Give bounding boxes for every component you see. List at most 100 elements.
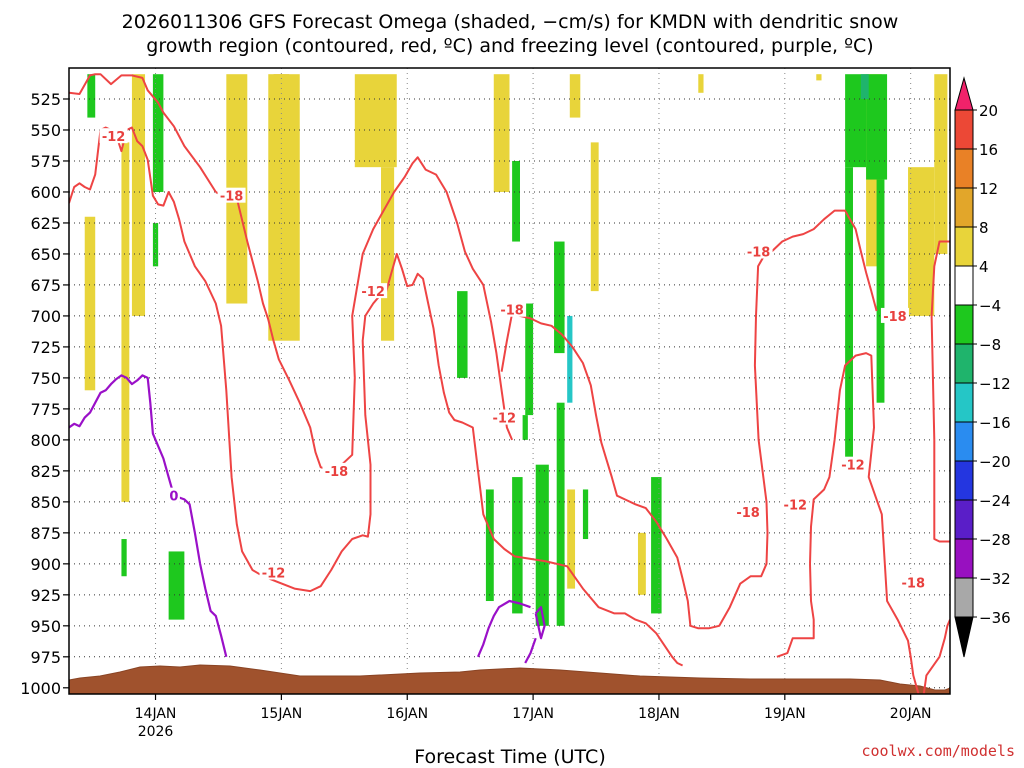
freezing-level-contour: [476, 599, 531, 658]
omega-shade-cell: [569, 74, 581, 118]
omega-shade-cell: [457, 291, 468, 378]
omega-shade-cell: [87, 74, 96, 118]
omega-shade-cell: [354, 74, 397, 168]
colorbar-label: −24: [979, 492, 1011, 510]
contour-label-bg: [259, 564, 288, 580]
omega-shade-cell: [525, 303, 534, 416]
time-tick-label: 17JAN: [512, 706, 554, 722]
contour-label-bg: [99, 128, 128, 144]
freezing-level-contour: [534, 606, 546, 640]
colorbar-label: 4: [979, 258, 989, 276]
contour-label: -12: [784, 498, 808, 513]
colorbar-label: −8: [979, 336, 1001, 354]
pressure-tick-label: 700: [30, 307, 61, 326]
contour-label: -18: [902, 576, 926, 591]
contour-label: -18: [220, 190, 244, 205]
omega-shade-cell: [84, 216, 96, 391]
colorbar-label: 16: [979, 141, 998, 159]
colorbar-label: 20: [979, 102, 998, 120]
dgz-contour--12: [776, 352, 920, 694]
omega-shade-cell: [934, 74, 948, 254]
time-tick-label: 14JAN: [135, 706, 177, 722]
pressure-tick-label: 675: [30, 276, 61, 295]
colorbar-label: −36: [979, 609, 1011, 627]
omega-shade-cell: [485, 489, 494, 602]
freezing-label-bg: [167, 487, 180, 503]
time-axis: 14JAN 2026 15JAN 16JAN 17JAN 18JAN 19JAN 20JAN: [135, 694, 932, 740]
freezing-label: 0: [169, 490, 178, 505]
contour-label: -18: [325, 465, 349, 480]
colorbar-label: −28: [979, 531, 1011, 549]
pressure-tick-label: 625: [30, 214, 61, 233]
grid-layer: [69, 68, 950, 694]
contour-label-layer: -12 -18 -12 -18 -12 -18 -12 -18 -12 -12 -18 -18 -18 0: [99, 128, 928, 591]
dgz-contour--12: [69, 73, 217, 193]
contour-label-bg: [359, 283, 388, 299]
contour-label-bg: [217, 187, 246, 203]
omega-shade-cell: [131, 74, 146, 316]
omega-shade-cell: [866, 74, 888, 180]
omega-shade-cell: [554, 241, 565, 354]
plot-frame: [68, 67, 951, 695]
chart-title-line-2: growth region (contoured, red, ºC) and f…: [146, 35, 873, 57]
omega-shade-cell: [168, 551, 185, 620]
omega-shade-cell: [582, 489, 589, 540]
pressure-tick-label: 825: [30, 462, 61, 481]
omega-shade-cell: [567, 315, 573, 403]
colorbar-box: [954, 226, 974, 267]
omega-shade-cell: [152, 222, 159, 267]
dgz-contour--12: [930, 240, 950, 543]
contour-label-bg: [322, 462, 351, 478]
freezing-level-layer: [69, 374, 546, 664]
pressure-tick-label: 850: [30, 493, 61, 512]
omega-shade-cell: [816, 74, 822, 81]
colorbar-box: [954, 538, 974, 579]
pressure-tick-label: 775: [30, 400, 61, 419]
time-tick-label: 18JAN: [638, 706, 680, 722]
contour-label: -12: [102, 130, 126, 145]
omega-shade-cell: [556, 402, 565, 626]
omega-shade-cell: [845, 167, 853, 459]
pressure-tick-label: 900: [30, 555, 61, 574]
colorbar-box: [954, 460, 974, 501]
contour-label-bg: [880, 307, 909, 323]
colorbar-box: [954, 304, 974, 345]
omega-shade-cell: [590, 142, 599, 292]
omega-shade-cell: [121, 142, 130, 502]
pressure-tick-label: 925: [30, 586, 61, 605]
contour-label-bg: [490, 409, 519, 425]
omega-shade-cell: [493, 74, 510, 192]
contour-label-bg: [744, 243, 773, 259]
colorbar-box: [954, 148, 974, 189]
colorbar-box: [954, 109, 974, 150]
colorbar-box: [954, 577, 974, 618]
pressure-axis: 525 550 575 600 625 650 675 700 725 750 775 800 825 8…: [20, 90, 69, 698]
contour-label: -12: [262, 567, 286, 582]
pressure-tick-label: 800: [30, 431, 61, 450]
omega-shade-cell: [637, 532, 646, 595]
colorbar-label: −16: [979, 414, 1011, 432]
pressure-tick-label: 750: [30, 369, 61, 388]
colorbar-label: −20: [979, 453, 1011, 471]
contour-label-bg: [899, 574, 928, 590]
contour-label: -12: [841, 459, 865, 474]
omega-shade-cell: [381, 167, 395, 341]
pressure-tick-label: 1000: [20, 679, 61, 698]
dgz-contour--12: [69, 126, 684, 667]
contour-label: -18: [747, 245, 771, 260]
contour-label: -18: [883, 310, 907, 325]
pressure-tick-label: 650: [30, 245, 61, 264]
pressure-tick-label: 725: [30, 338, 61, 357]
credit-link[interactable]: coolwx.com/models: [861, 742, 1015, 760]
colorbar-box: [954, 343, 974, 384]
colorbar-box: [954, 187, 974, 228]
colorbar-box: [954, 421, 974, 462]
omega-shade-cell: [512, 160, 520, 242]
freezing-level-contour: [69, 374, 228, 658]
colorbar: 20 16 12 8 4 −4 −8 −12 −16 −20 −24 −28 −32 −36: [954, 76, 1011, 658]
omega-shade-cell: [860, 74, 869, 99]
dgz-contour--18: [215, 156, 514, 472]
omega-shade-cell: [567, 489, 576, 589]
omega-shade-cell: [522, 415, 528, 440]
